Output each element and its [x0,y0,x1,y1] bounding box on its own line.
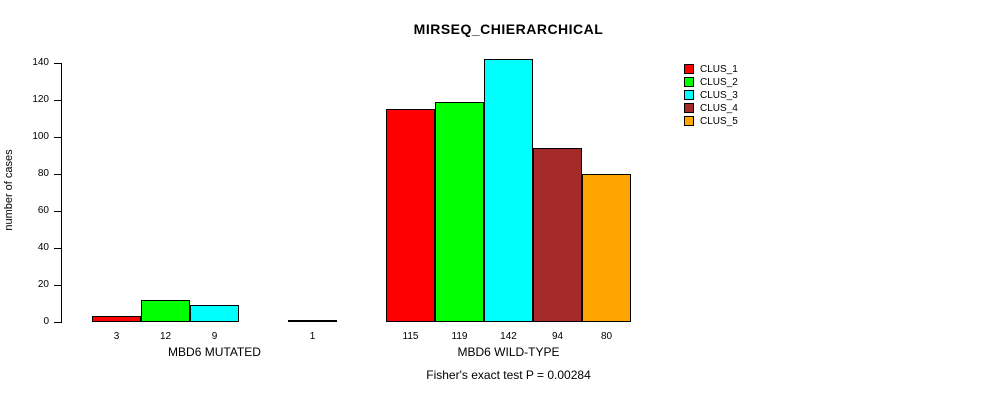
category-label: MBD6 MUTATED [168,345,261,359]
y-axis-tick-label: 100 [32,131,49,142]
legend-swatch-clus_3 [684,90,694,100]
legend-label-clus_2: CLUS_2 [700,77,738,88]
y-axis-tick [54,100,61,101]
y-axis-tick-label: 20 [37,279,49,290]
legend-label-clus_3: CLUS_3 [700,90,738,101]
y-axis-tick-label: 60 [37,205,49,216]
bar-clus_5-mutated [288,320,337,322]
y-axis-tick [54,322,61,323]
legend-swatch-clus_4 [684,103,694,113]
y-axis-tick [54,137,61,138]
chart-title: MIRSEQ_CHIERARCHICAL [413,21,604,37]
bar-value-label: 12 [159,331,172,342]
y-axis-tick [54,248,61,249]
legend-label-clus_1: CLUS_1 [700,64,738,75]
subtitle-fisher-test: Fisher's exact test P = 0.00284 [426,368,591,382]
y-axis-tick-label: 140 [32,57,49,68]
bar-value-label: 115 [402,331,419,342]
bar-clus_3-wildtype [484,59,533,322]
legend-swatch-clus_5 [684,116,694,126]
y-axis-label: number of cases [3,149,15,231]
bar-value-label: 80 [600,331,613,342]
bar-value-label: 1 [309,331,316,342]
y-axis-tick [54,63,61,64]
legend-swatch-clus_1 [684,64,694,74]
legend-swatch-clus_2 [684,77,694,87]
legend-label-clus_5: CLUS_5 [700,116,738,127]
y-axis-tick-label: 80 [37,168,49,179]
y-axis-tick [54,211,61,212]
bar-clus_4-wildtype [533,148,582,322]
bar-value-label: 3 [113,331,120,342]
bar-clus_3-mutated [190,305,239,322]
bar-clus_5-wildtype [582,174,631,322]
legend-label-clus_4: CLUS_4 [700,103,738,114]
bar-value-label: 94 [551,331,564,342]
bar-value-label: 9 [211,331,218,342]
category-label: MBD6 WILD-TYPE [457,345,560,359]
bar-value-label: 142 [500,331,517,342]
y-axis-line [61,63,62,323]
bar-clus_2-wildtype [435,102,484,322]
y-axis-tick [54,285,61,286]
y-axis-tick-label: 40 [37,242,49,253]
y-axis-tick-label: 0 [43,316,49,327]
bar-clus_2-mutated [141,300,190,322]
bar-clus_1-mutated [92,316,141,322]
bar-clus_1-wildtype [386,109,435,322]
y-axis-tick-label: 120 [32,94,49,105]
bar-value-label: 119 [451,331,468,342]
y-axis-tick [54,174,61,175]
